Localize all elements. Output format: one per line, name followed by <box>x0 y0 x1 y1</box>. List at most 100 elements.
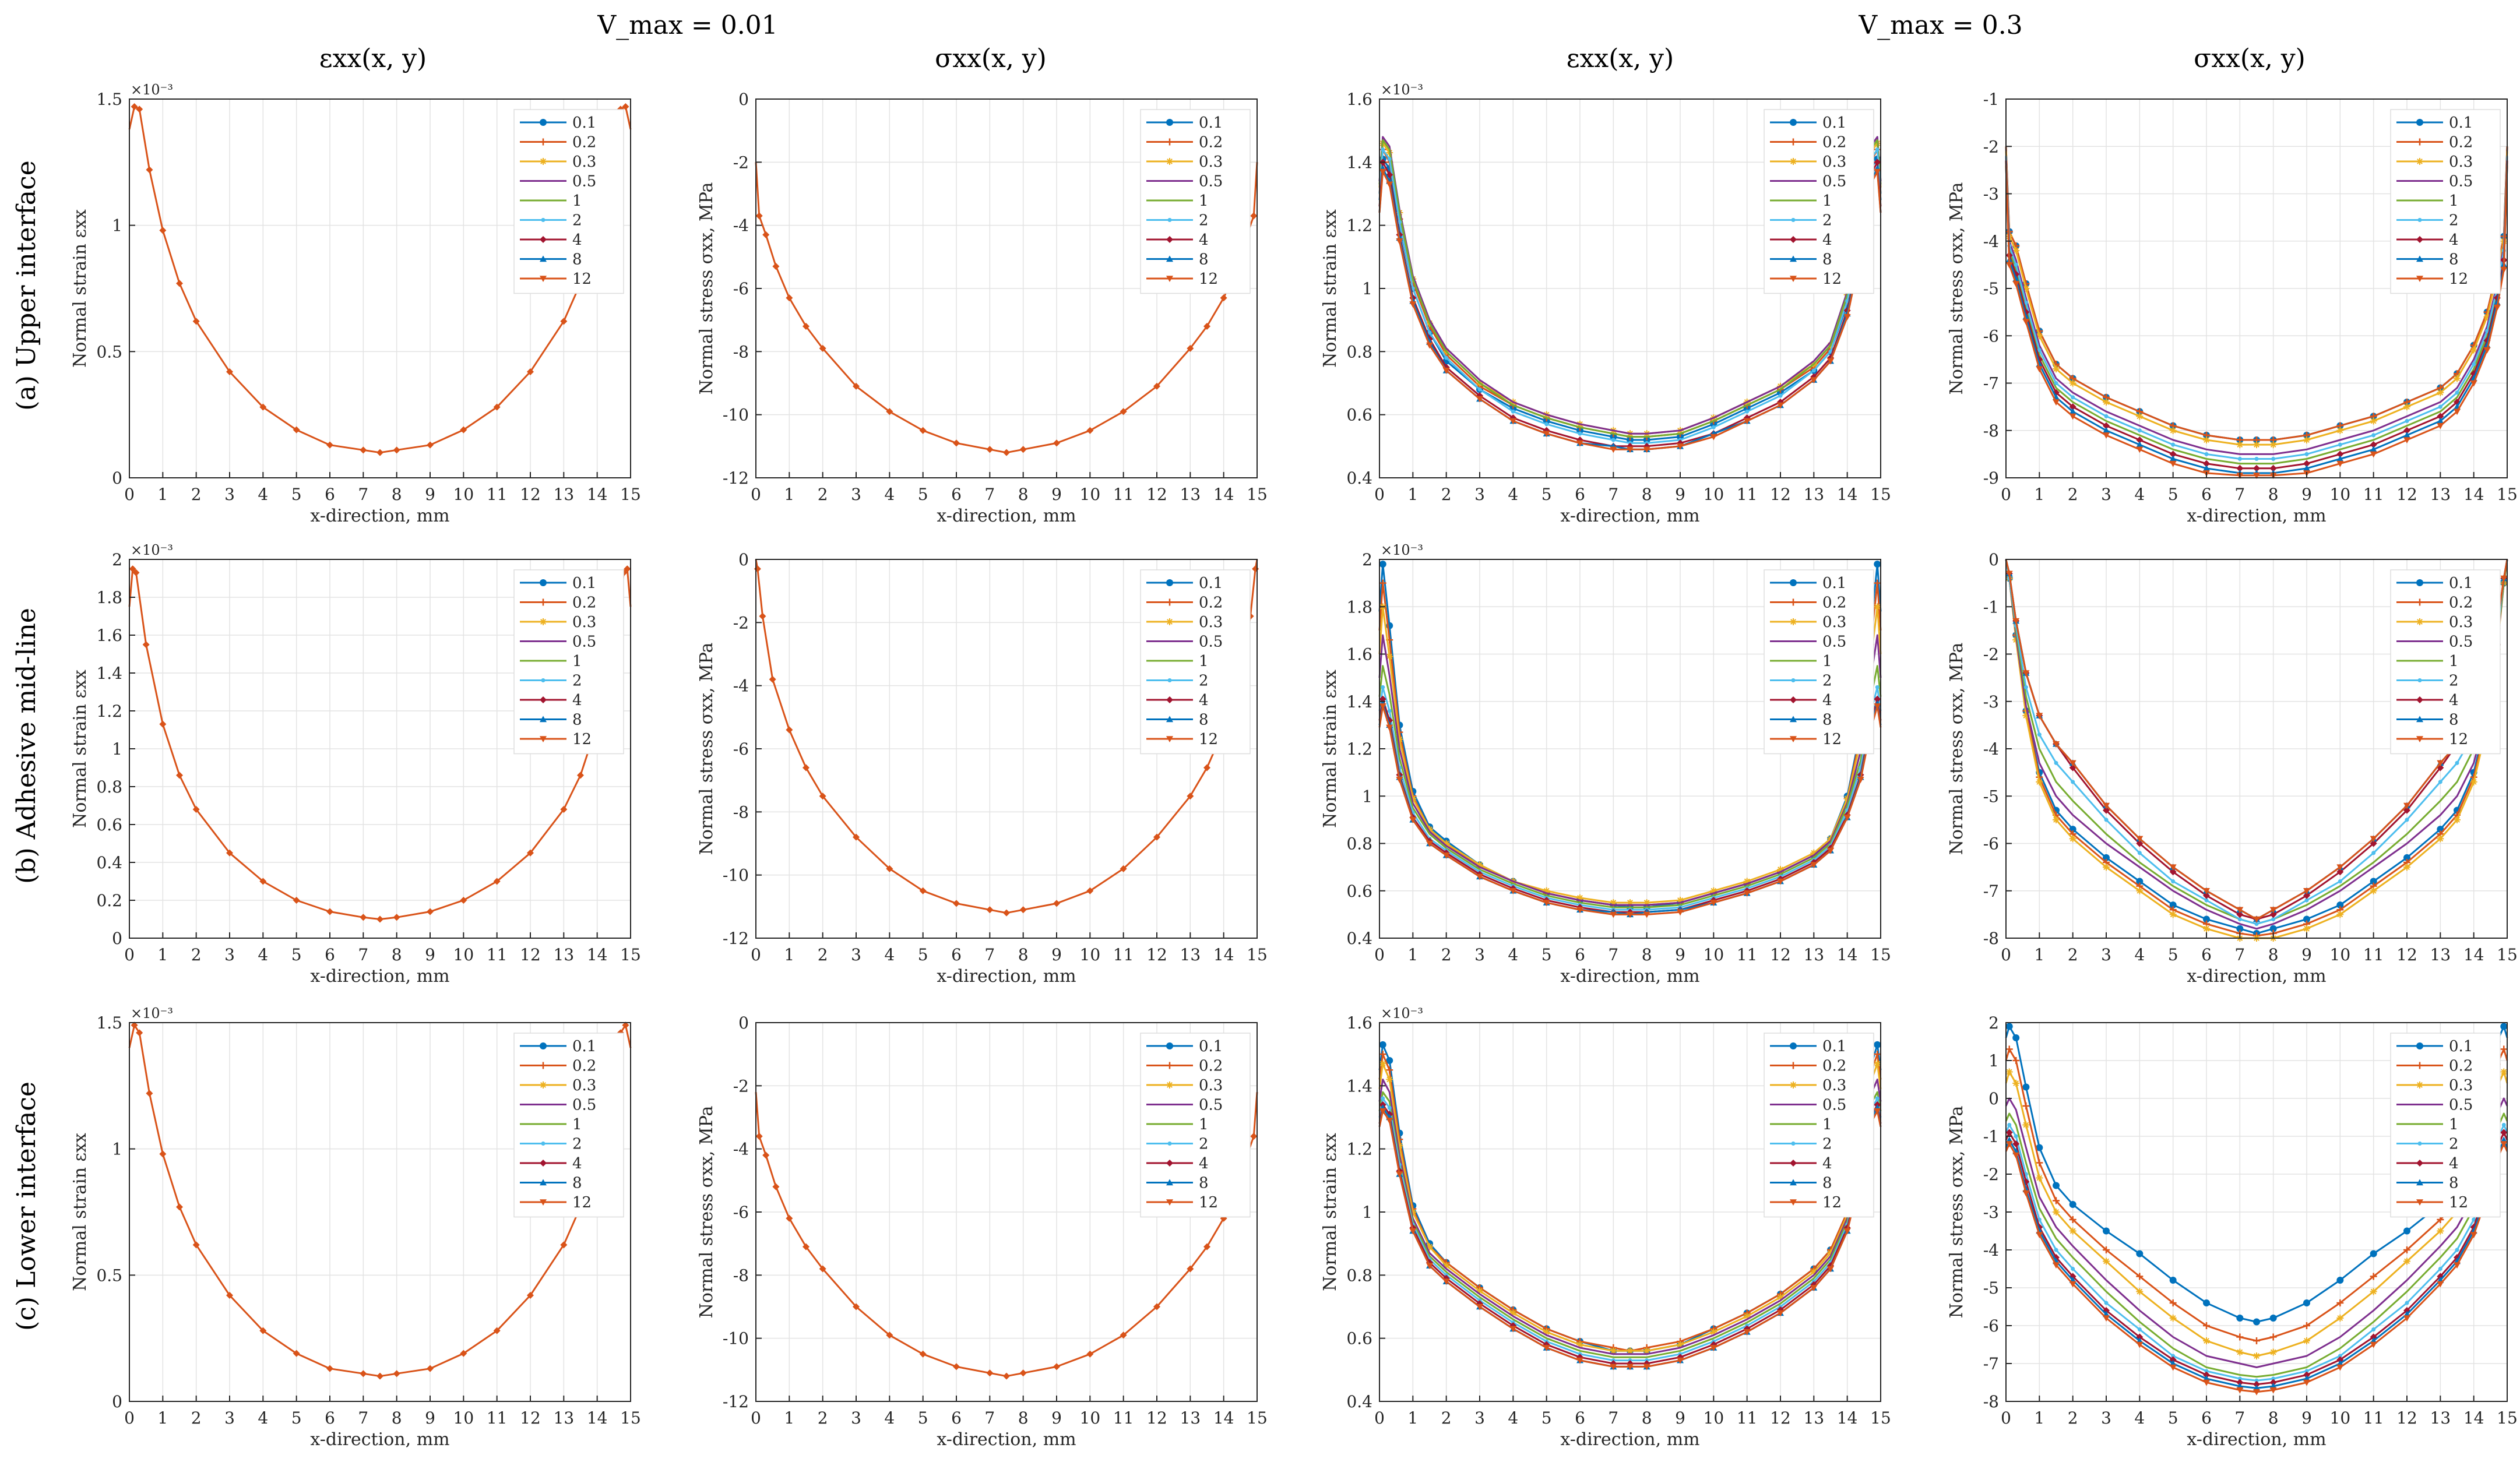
data-point <box>2136 840 2144 847</box>
tick-label-y: -8 <box>1983 1392 1999 1411</box>
axes-box <box>129 98 631 478</box>
data-point <box>1409 301 1417 308</box>
column-header-strain-1: εxx(x, y) <box>319 44 427 73</box>
data-point <box>2500 1023 2508 1030</box>
legend-marker <box>1791 1142 1796 1146</box>
data-point <box>1610 1347 1617 1355</box>
legend-label: 8 <box>1822 711 1832 729</box>
data-point <box>360 914 367 921</box>
data-point <box>1743 418 1751 425</box>
tick-label-x: 0 <box>1374 485 1385 504</box>
data-point <box>2169 911 2177 918</box>
series-line <box>2005 559 2508 930</box>
tick-label-y: 1 <box>112 739 122 759</box>
tick-label-y: 0.6 <box>1346 882 1372 901</box>
legend-label: 8 <box>1199 251 1209 269</box>
data-point <box>2103 1246 2110 1253</box>
tick-label-x: 2 <box>191 485 202 504</box>
data-point <box>786 726 793 734</box>
legend-marker <box>1790 255 1797 262</box>
data-point <box>1409 1228 1417 1235</box>
data-point <box>2336 868 2344 876</box>
data-point <box>2136 878 2144 885</box>
tick-label-x: 2 <box>1441 1408 1452 1428</box>
legend-label: 0.2 <box>1822 134 1846 152</box>
legend-marker <box>540 138 547 146</box>
data-point <box>919 887 927 894</box>
tick-label-x: 9 <box>1051 945 1062 964</box>
data-point <box>919 1350 927 1358</box>
tick-label-y: -12 <box>723 1392 749 1411</box>
legend-label: 0.5 <box>572 173 596 191</box>
data-point <box>2304 452 2309 456</box>
data-point <box>2023 300 2028 305</box>
data-point <box>2405 1301 2409 1305</box>
legend-marker <box>1790 696 1797 703</box>
legend-marker <box>2417 678 2422 682</box>
data-point <box>2405 818 2409 822</box>
tick-label-x: 12 <box>520 945 541 964</box>
data-point <box>1386 724 1393 731</box>
tick-label-y: 0 <box>1988 1089 1999 1108</box>
data-point <box>2483 313 2491 320</box>
data-point <box>131 103 138 110</box>
data-point <box>2136 446 2144 453</box>
data-point <box>2254 1378 2259 1383</box>
data-point <box>1843 795 1851 802</box>
legend-label: 8 <box>572 251 582 269</box>
tick-label-x: 13 <box>2430 945 2451 964</box>
tick-label-x: 11 <box>1737 945 1758 964</box>
data-point <box>1396 735 1403 743</box>
data-point <box>2403 1227 2410 1235</box>
legend-label: 0.5 <box>2449 173 2473 191</box>
tick-label-x: 15 <box>1247 485 1268 504</box>
data-point <box>2171 879 2176 883</box>
legend-marker <box>2416 618 2423 625</box>
legend-label: 0.5 <box>1822 633 1846 651</box>
legend-marker <box>540 236 547 243</box>
data-point <box>2403 431 2410 438</box>
legend-label: 1 <box>572 192 582 210</box>
data-point <box>2036 778 2043 785</box>
data-point <box>226 368 233 375</box>
data-point <box>1426 342 1433 349</box>
data-point <box>1442 368 1450 374</box>
tick-label-y: -4 <box>1983 739 1999 759</box>
data-point <box>1379 695 1386 703</box>
data-point <box>2253 1380 2260 1388</box>
tick-label-y: -6 <box>1983 1316 1999 1336</box>
data-point <box>2005 1068 2013 1076</box>
data-point <box>493 1327 501 1334</box>
data-point <box>1610 1364 1617 1371</box>
tick-label-x: 9 <box>1051 485 1062 504</box>
tick-label-y: -1 <box>1983 1127 1999 1146</box>
legend-label: 0.1 <box>2449 1038 2473 1055</box>
legend-marker <box>541 678 545 682</box>
legend-label: 0.3 <box>1199 153 1223 171</box>
data-point <box>2012 1140 2020 1147</box>
tick-label-x: 1 <box>2034 485 2044 504</box>
legend-marker <box>1166 579 1173 586</box>
data-point <box>2236 1333 2244 1341</box>
legend-marker <box>1167 1142 1172 1146</box>
tick-label-x: 12 <box>1146 485 1167 504</box>
legend-label: 0.2 <box>1822 1058 1846 1075</box>
tick-label-y: 1 <box>1362 279 1372 298</box>
data-point <box>2304 1369 2309 1373</box>
data-point <box>2204 452 2209 456</box>
chart-panel: 0 1 2 3 4 5 6 7 8 9 10 11 12 13 14 15-12-10-8-6-4-20x-d… <box>696 1013 1268 1450</box>
tick-label-x: 13 <box>1804 945 1825 964</box>
data-point <box>2169 868 2177 876</box>
data-point <box>1710 1345 1717 1351</box>
data-point <box>2014 262 2018 267</box>
legend-label: 0.2 <box>572 1058 596 1075</box>
data-point <box>1381 1096 1385 1101</box>
data-point <box>2007 1123 2012 1127</box>
tick-label-x: 6 <box>2201 945 2212 964</box>
legend-label: 0.2 <box>1199 134 1223 152</box>
tick-label-x: 10 <box>1080 945 1101 964</box>
data-point <box>2438 780 2442 784</box>
data-point <box>2438 1267 2442 1271</box>
legend-label: 12 <box>572 1194 592 1211</box>
legend-marker <box>540 1081 547 1088</box>
